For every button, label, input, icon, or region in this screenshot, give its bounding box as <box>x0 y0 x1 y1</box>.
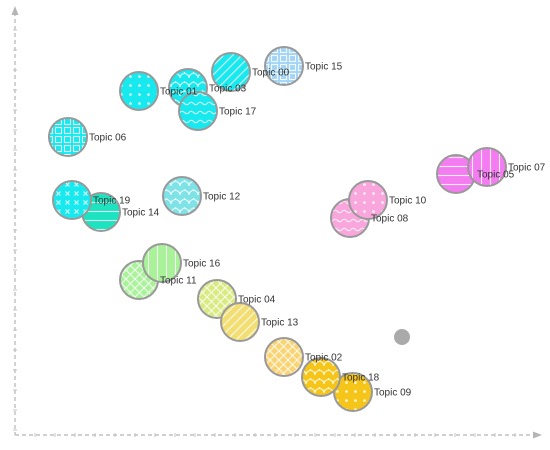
point-topic-13 <box>220 302 260 342</box>
label-topic-17: Topic 17 <box>219 107 257 118</box>
label-topic-01: Topic 01 <box>160 87 198 98</box>
label-topic-06: Topic 06 <box>89 133 127 144</box>
label-topic-07: Topic 07 <box>508 163 546 174</box>
point-topic-01 <box>119 71 159 111</box>
label-topic-11: Topic 11 <box>160 276 197 287</box>
label-topic-13: Topic 13 <box>261 318 299 329</box>
point-topic-19 <box>52 180 92 220</box>
point-topic-06 <box>48 117 88 157</box>
label-topic-03: Topic 03 <box>209 84 247 95</box>
point-topic-10 <box>348 180 388 220</box>
x-axis-arrow <box>533 431 542 439</box>
point-topic-12 <box>162 176 202 216</box>
label-topic-08: Topic 08 <box>371 214 409 225</box>
point-topic-15 <box>264 46 304 86</box>
label-topic-12: Topic 12 <box>203 192 241 203</box>
label-topic-14: Topic 14 <box>122 208 160 219</box>
point-topic-02 <box>264 337 304 377</box>
label-topic-04: Topic 04 <box>238 295 276 306</box>
label-topic-10: Topic 10 <box>389 196 427 207</box>
label-topic-18: Topic 18 <box>342 373 380 384</box>
label-topic-15: Topic 15 <box>305 62 343 73</box>
point-unlabeled-point <box>394 329 410 345</box>
point-topic-18 <box>301 357 341 397</box>
label-topic-09: Topic 09 <box>374 388 412 399</box>
axis-ticks <box>13 29 516 437</box>
label-topic-02: Topic 02 <box>305 353 343 364</box>
label-topic-05: Topic 05 <box>477 170 515 181</box>
point-topic-07 <box>467 147 507 187</box>
point-labels: Topic 00 Topic 01 Topic 02 Topic 03 Topic 04… <box>89 62 546 399</box>
label-topic-16: Topic 16 <box>183 259 221 270</box>
label-topic-19: Topic 19 <box>93 196 131 207</box>
y-axis-arrow <box>11 6 19 15</box>
point-topic-17 <box>178 91 218 131</box>
point-topic-00 <box>211 52 251 92</box>
x-axis <box>15 431 542 439</box>
y-axis <box>11 6 19 435</box>
point-topic-16 <box>142 243 182 283</box>
label-topic-00: Topic 00 <box>252 68 290 79</box>
scatter-points <box>48 46 507 412</box>
